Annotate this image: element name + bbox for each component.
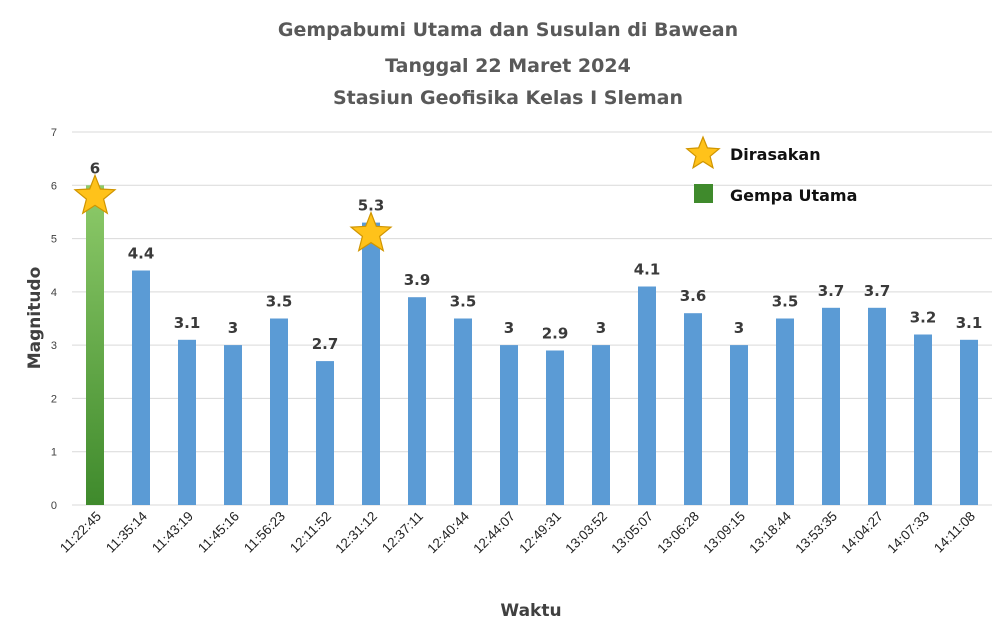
x-tick-label: 13:18:44	[746, 508, 794, 556]
data-label: 4.4	[128, 245, 155, 263]
x-tick-label: 14:07:33	[884, 509, 932, 557]
x-tick-label: 12:37:11	[379, 509, 426, 556]
chart-title-line-1: Gempabumi Utama dan Susulan di Bawean	[278, 19, 738, 41]
bar	[776, 318, 794, 505]
bar	[132, 270, 150, 505]
x-tick-label: 14:04:27	[838, 509, 886, 557]
y-axis-ticks: 0 1 2 3 4 5 6 7	[51, 127, 57, 512]
data-label: 4.1	[634, 261, 661, 279]
bar	[224, 345, 242, 505]
chart-title-line-3: Stasiun Geofisika Kelas I Sleman	[333, 87, 683, 109]
x-tick-label: 11:22:45	[57, 509, 104, 556]
data-label: 3.7	[818, 282, 845, 300]
bar-main-shock	[86, 185, 104, 506]
bar	[454, 318, 472, 505]
y-tick-label: 0	[51, 500, 57, 512]
data-label: 3.9	[404, 271, 431, 289]
data-label: 6	[90, 159, 100, 177]
y-tick-label: 5	[51, 234, 57, 246]
x-axis-title: Waktu	[500, 601, 561, 621]
y-tick-label: 6	[51, 180, 57, 192]
star-icon	[685, 135, 721, 170]
x-tick-label: 13:09:15	[700, 509, 748, 557]
legend-label-gempa-utama: Gempa Utama	[730, 186, 857, 205]
y-tick-label: 3	[51, 340, 57, 352]
data-labels: 6 4.4 3.1 3 3.5 2.7 5.3 3.9 3.5 3 2.9 3 4.1 3.6 3 3.5 3.…	[90, 159, 983, 353]
x-tick-label: 12:11:52	[287, 509, 334, 556]
data-label: 3.6	[680, 287, 707, 305]
data-label: 3.5	[266, 293, 293, 311]
bar	[960, 339, 978, 505]
data-label: 3	[228, 319, 238, 337]
bar	[546, 350, 564, 505]
chart-title: Gempabumi Utama dan Susulan di Bawean Ta…	[278, 19, 738, 109]
star-icon	[349, 210, 393, 252]
x-tick-label: 12:49:31	[516, 509, 564, 557]
bar	[316, 361, 334, 505]
data-label: 3	[596, 319, 606, 337]
x-tick-label: 12:40:44	[424, 508, 472, 556]
bars	[86, 185, 978, 506]
bar	[914, 334, 932, 505]
bar	[408, 297, 426, 505]
bar	[730, 345, 748, 505]
legend: Dirasakan Gempa Utama	[685, 135, 857, 205]
bar	[500, 345, 518, 505]
y-tick-label: 7	[51, 127, 57, 139]
data-label: 3.5	[450, 293, 477, 311]
x-tick-label: 13:53:35	[792, 509, 840, 557]
x-tick-label: 13:05:07	[608, 509, 656, 557]
x-axis-ticks: 11:22:4511:35:1411:43:1911:45:1611:56:23…	[57, 508, 978, 556]
green-square-icon	[694, 184, 713, 203]
data-label: 5.3	[358, 197, 385, 215]
data-label: 2.7	[312, 335, 339, 353]
data-label: 3.1	[956, 314, 983, 332]
y-tick-label: 4	[51, 287, 57, 299]
y-tick-label: 1	[51, 447, 57, 459]
x-tick-label: 11:45:16	[195, 509, 242, 556]
bar	[592, 345, 610, 505]
bar	[362, 222, 380, 505]
data-label: 3.7	[864, 282, 891, 300]
star-icon	[73, 173, 117, 215]
data-label: 3	[504, 319, 514, 337]
data-label: 3	[734, 319, 744, 337]
felt-markers	[73, 173, 393, 252]
data-label: 3.1	[174, 314, 201, 332]
bar	[868, 307, 886, 505]
x-tick-label: 12:44:07	[470, 509, 518, 557]
x-tick-label: 13:03:52	[562, 509, 610, 557]
data-label: 2.9	[542, 325, 569, 343]
y-tick-label: 2	[51, 393, 57, 405]
x-tick-label: 13:06:28	[654, 509, 702, 557]
chart-title-line-2: Tanggal 22 Maret 2024	[385, 55, 631, 77]
bar	[684, 313, 702, 505]
x-tick-label: 14:11:08	[931, 509, 978, 556]
bar	[822, 307, 840, 505]
bar	[638, 286, 656, 505]
legend-label-dirasakan: Dirasakan	[730, 145, 821, 164]
x-tick-label: 11:56:23	[241, 509, 288, 556]
x-tick-label: 11:43:19	[149, 509, 196, 556]
y-axis-title: Magnitudo	[25, 267, 45, 370]
bar	[178, 339, 196, 505]
x-tick-label: 11:35:14	[103, 508, 150, 555]
x-tick-label: 12:31:12	[332, 509, 380, 557]
data-label: 3.5	[772, 293, 799, 311]
data-label: 3.2	[910, 309, 937, 327]
bar	[270, 318, 288, 505]
